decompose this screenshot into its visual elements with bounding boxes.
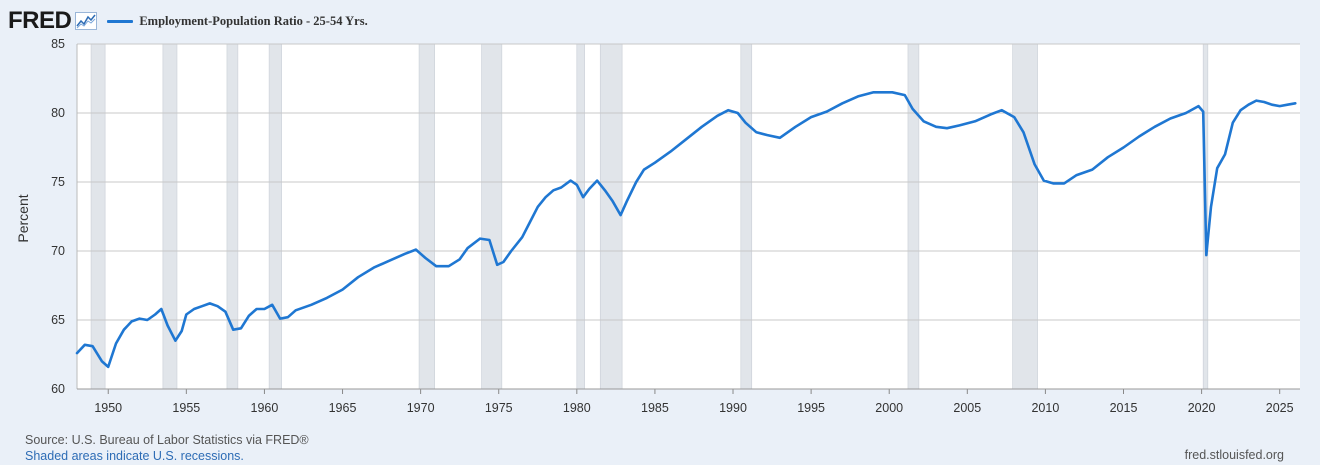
recession-band <box>481 43 503 390</box>
y-tick-label: 70 <box>51 244 65 258</box>
x-tick-label: 1995 <box>797 401 825 415</box>
x-tick-label: 2020 <box>1188 401 1216 415</box>
y-axis-label: Percent <box>15 194 31 242</box>
chart-legend: Employment-Population Ratio - 25-54 Yrs. <box>107 13 368 29</box>
legend-series-label: Employment-Population Ratio - 25-54 Yrs. <box>139 13 368 28</box>
chart-footer: Source: U.S. Bureau of Labor Statistics … <box>25 432 309 464</box>
fred-chart-icon <box>75 12 98 30</box>
x-tick-label: 1985 <box>641 401 669 415</box>
x-tick-label: 1950 <box>94 401 122 415</box>
x-tick-label: 2010 <box>1031 401 1059 415</box>
plot-area <box>77 44 1300 389</box>
source-text: Source: U.S. Bureau of Labor Statistics … <box>25 433 309 447</box>
x-tick-label: 1970 <box>407 401 435 415</box>
x-tick-label: 1975 <box>485 401 513 415</box>
recession-band <box>418 43 435 390</box>
y-tick-label: 60 <box>51 382 65 396</box>
recession-band <box>90 43 106 390</box>
y-tick-label: 80 <box>51 106 65 120</box>
x-tick-label: 1955 <box>172 401 200 415</box>
x-tick-label: 2005 <box>953 401 981 415</box>
chart-header: FRED Employment-Population Ratio - 25-54… <box>8 6 368 36</box>
recession-band <box>1012 43 1038 390</box>
x-tick-label: 2015 <box>1110 401 1138 415</box>
y-tick-label: 65 <box>51 313 65 327</box>
recession-band <box>576 43 585 390</box>
legend-swatch <box>107 19 134 23</box>
x-tick-label: 1990 <box>719 401 747 415</box>
recession-band <box>226 43 239 390</box>
fred-logo[interactable]: FRED <box>8 7 72 34</box>
recession-band <box>268 43 282 390</box>
recession-note[interactable]: Shaded areas indicate U.S. recessions. <box>25 449 244 463</box>
recession-band <box>907 43 920 390</box>
y-tick-label: 75 <box>51 175 65 189</box>
y-tick-label: 85 <box>51 37 65 51</box>
recession-band <box>599 43 623 390</box>
x-tick-label: 1960 <box>251 401 279 415</box>
series-line <box>75 91 1297 369</box>
x-tick-label: 1980 <box>563 401 591 415</box>
site-url[interactable]: fred.stlouisfed.org <box>1184 448 1284 462</box>
line-chart[interactable]: 60 65 70 75 80 85 1950 1955 1960 1965 1970 1975 1980… <box>0 0 1320 430</box>
x-tick-label: 2025 <box>1266 401 1294 415</box>
x-tick-label: 2000 <box>875 401 903 415</box>
x-tick-label: 1965 <box>329 401 357 415</box>
recession-band <box>740 43 753 390</box>
